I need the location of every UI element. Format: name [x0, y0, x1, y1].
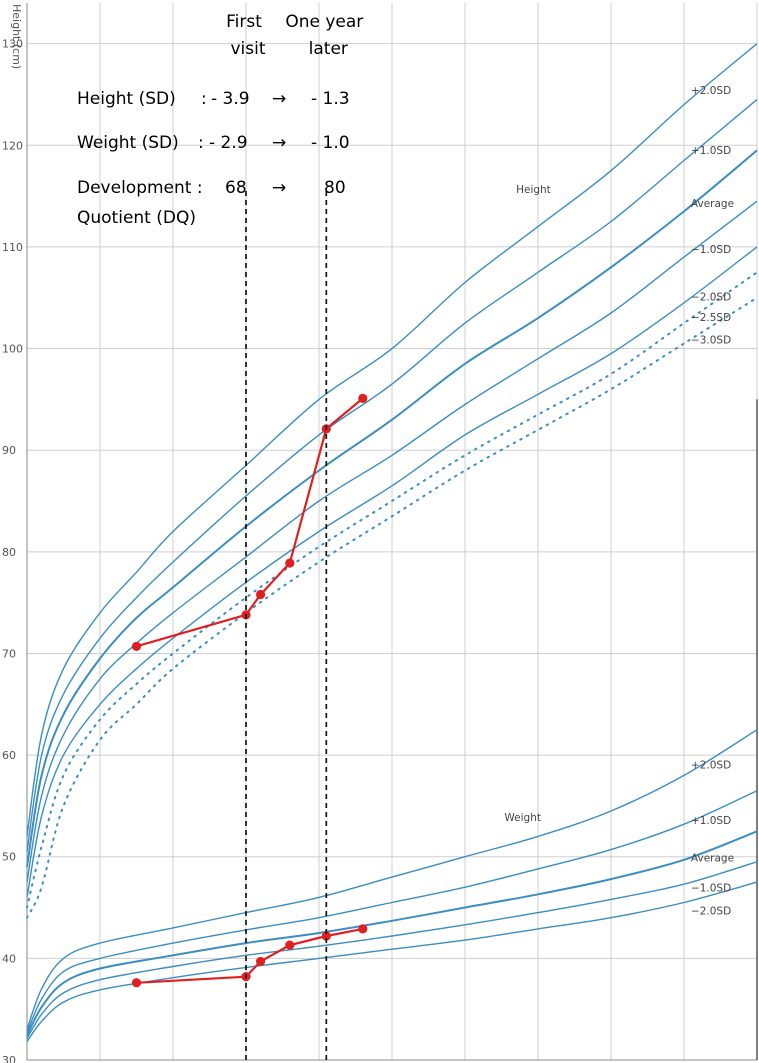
patient-weight-point: [321, 931, 331, 941]
weight-sd-sep: :: [198, 133, 204, 153]
height-sd-first: - 3.9: [211, 89, 250, 109]
y-tick-label: 90: [2, 444, 16, 457]
y-tick-label: 50: [2, 851, 16, 864]
height-curve-label: −2.0SD: [691, 292, 731, 304]
y-tick-label: 40: [2, 952, 16, 965]
weight-curve-label: +1.0SD: [691, 815, 731, 827]
y-tick-label: 30: [2, 1054, 16, 1063]
patient-height-point: [285, 558, 295, 568]
height-group-label: Height: [516, 184, 551, 196]
y-tick-label: 70: [2, 647, 16, 660]
weight-curve: [26, 729, 758, 1030]
dq-later: 80: [324, 178, 346, 198]
patient-weight-point: [131, 978, 142, 988]
weight-curve-label: −2.0SD: [691, 906, 731, 918]
weight-curve: [26, 830, 758, 1037]
dq-label: Development :: [77, 178, 203, 198]
y-tick-label: 120: [2, 139, 23, 152]
height-sd-arrow: →: [272, 89, 286, 109]
visit-label: One year: [285, 12, 363, 32]
y-tick-label: 130: [2, 38, 23, 51]
height-curve-label: +2.0SD: [691, 85, 731, 97]
height-sd-later: - 1.3: [311, 89, 350, 109]
weight-curve-label: −1.0SD: [691, 882, 731, 894]
height-curve: [26, 271, 758, 909]
weight-sd-arrow: →: [272, 133, 286, 153]
height-curve-label: −2.5SD: [691, 312, 731, 324]
patient-weight-point: [256, 956, 266, 967]
weight-sd-later: - 1.0: [311, 133, 350, 153]
height-curve: [26, 43, 758, 837]
weight-sd-first: - 2.9: [209, 133, 248, 153]
y-axis-label: Height (cm): [10, 4, 23, 69]
weight-curve: [26, 861, 758, 1040]
height-sd-label: Height (SD): [77, 89, 176, 109]
height-curve: [26, 246, 758, 898]
y-tick-label: 110: [2, 241, 23, 254]
patient-height-line: [136, 397, 364, 648]
y-tick-label: 60: [2, 749, 16, 762]
height-curve-label: −3.0SD: [691, 335, 731, 347]
reference-curves: [26, 43, 758, 1043]
patient-height-point: [131, 641, 142, 651]
height-sd-sep: :: [201, 89, 207, 109]
patient-data: [131, 393, 368, 988]
visit-label-line2: later: [309, 39, 348, 59]
height-curve: [26, 99, 758, 852]
dq-label-line2: Quotient (DQ): [77, 208, 196, 228]
height-curve-label: Average: [691, 198, 734, 210]
visit-label: First: [226, 12, 262, 32]
dq-arrow: →: [272, 178, 286, 198]
weight-sd-label: Weight (SD): [77, 133, 179, 153]
height-curve-label: −1.0SD: [691, 244, 731, 256]
patient-height-point: [358, 393, 368, 403]
weight-curve: [26, 881, 758, 1043]
annotation-block: Height (SD) : - 3.9 → - 1.3 Weight (SD) …: [77, 89, 350, 228]
height-curve: [26, 296, 758, 919]
patient-height-point: [256, 589, 266, 600]
dq-first: 68: [225, 178, 247, 198]
grid: [26, 3, 758, 1061]
patient-weight-line: [136, 927, 364, 984]
weight-group-label: Weight: [504, 812, 541, 824]
weight-curve-label: +2.0SD: [691, 760, 731, 772]
visit-markers: First visit One year later: [226, 12, 363, 1060]
weight-curve: [26, 790, 758, 1033]
y-tick-label: 80: [2, 546, 16, 559]
visit-label-line2: visit: [230, 39, 265, 59]
patient-weight-point: [285, 940, 295, 950]
patient-weight-point: [358, 924, 368, 934]
weight-curve-label: Average: [691, 853, 734, 865]
y-tick-label: 100: [2, 343, 23, 356]
height-curve: [26, 149, 758, 868]
height-curve-label: +1.0SD: [691, 145, 731, 157]
